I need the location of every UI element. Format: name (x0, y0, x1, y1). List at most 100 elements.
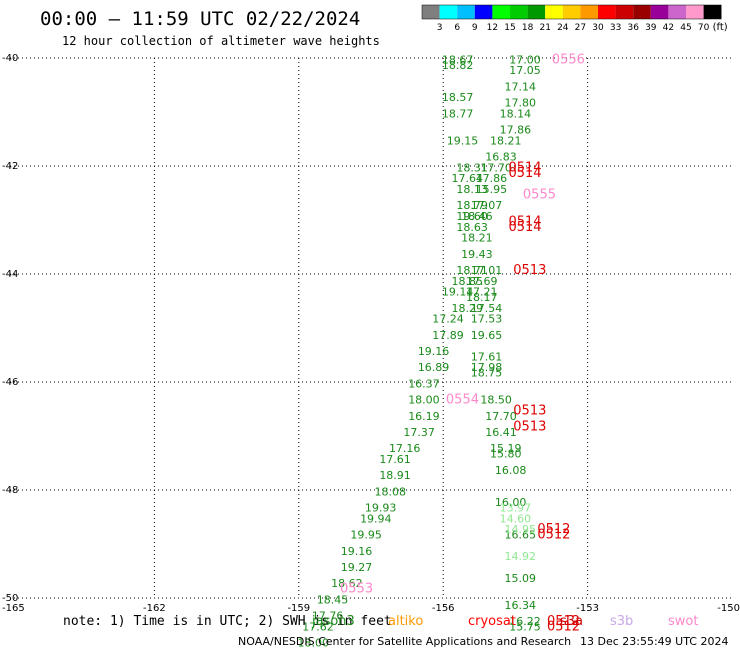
swh-label: 18.46 (461, 210, 493, 223)
time-label: 0554 (446, 393, 479, 408)
swh-label: 17.70 (485, 410, 517, 423)
swh-label: 18.21 (490, 134, 522, 147)
swh-label: 18.77 (442, 107, 474, 120)
swh-label: 17.24 (432, 313, 464, 326)
swh-label: 18.63 (456, 221, 488, 234)
swh-label: 17.98 (471, 361, 503, 374)
swh-label: 18.08 (375, 485, 407, 498)
satellite-legend-item: altiko (388, 614, 423, 629)
time-label: 0513 (513, 263, 546, 278)
time-label: 0555 (523, 187, 556, 202)
x-tick-label: -165 (2, 603, 25, 614)
footnote: note: 1) Time is in UTC; 2) SWH is in fe… (63, 614, 392, 629)
swh-label: 18.21 (461, 232, 493, 245)
swh-label: 18.45 (317, 593, 349, 606)
swh-label: 18.85 (452, 275, 484, 288)
y-tick-label: -40 (2, 53, 18, 64)
swh-label: 17.89 (432, 329, 464, 342)
swh-label: 17.62 (302, 620, 334, 633)
chart-subtitle: 12 hour collection of altimeter wave hei… (62, 34, 380, 48)
swh-label: 14.92 (504, 550, 536, 563)
colorbar-tick-label: 30 (592, 23, 604, 33)
swh-label: 18.82 (442, 59, 474, 72)
x-tick-label: -162 (143, 603, 166, 614)
swh-label: 19.95 (350, 529, 382, 542)
swh-label: 18.00 (408, 394, 440, 407)
swh-label: 19.16 (418, 345, 450, 358)
swh-label: 16.08 (495, 464, 527, 477)
colorbar-legend: 3 6 9 12 15 18 21 24 27 30 33 36 39 42 45 70 (421, 4, 722, 33)
x-tick-label: -150 (717, 603, 740, 614)
swh-label: 19.16 (341, 545, 373, 558)
swh-label: 18.00 (297, 637, 329, 650)
swh-label: 17.80 (504, 97, 536, 110)
time-label: 0513 (513, 420, 546, 435)
swh-label: 17.61 (471, 350, 503, 363)
time-label: 0514 (508, 160, 541, 175)
colorbar-tick-label: 9 (472, 23, 478, 33)
swh-label: 19.60 (456, 210, 488, 223)
colorbar-swatch (580, 5, 598, 19)
swh-label: 18.31 (456, 161, 488, 174)
swh-label: 18.14 (500, 107, 532, 120)
plot-grid (10, 57, 732, 599)
swh-label: 19.27 (341, 561, 373, 574)
time-label: 0513 (513, 403, 546, 418)
swh-label: 14.95 (504, 523, 536, 536)
colorbar-frame (421, 4, 722, 20)
swh-label: 19.15 (447, 134, 479, 147)
colorbar-swatch (439, 5, 458, 19)
colorbar-swatch (615, 5, 634, 19)
colorbar-swatch (633, 5, 651, 19)
swh-label: 16.65 (504, 529, 536, 542)
satellite-legend-item: cryosat (468, 614, 516, 629)
swh-label: 17.01 (471, 264, 503, 277)
swh-label: 17.05 (509, 64, 541, 77)
satellite-legend: jason3 altiko cryosat s3a s3b swot (311, 614, 698, 629)
swh-label: 18.50 (480, 394, 512, 407)
swh-label: 19.93 (365, 502, 397, 515)
swh-label: 17.69 (466, 275, 498, 288)
colorbar-tick-label: 21 (539, 23, 550, 33)
satellite-legend-item: s3b (610, 614, 633, 629)
colorbar-tick-label: 33 (610, 23, 621, 33)
colorbar-swatch (545, 5, 563, 19)
colorbar-tick-label: 18 (522, 23, 534, 33)
y-tick-label: -44 (2, 269, 18, 280)
time-label: 0512 (547, 619, 580, 634)
swh-label: 18.62 (331, 577, 363, 590)
colorbar-swatch (668, 5, 686, 19)
swh-label: 15.80 (490, 448, 522, 461)
swh-label: 15.75 (509, 620, 541, 633)
time-label: 0512 (537, 528, 570, 543)
satellite-legend-item: swot (668, 614, 698, 629)
x-tick-label: -153 (576, 603, 599, 614)
colorbar-swatch (510, 5, 528, 19)
colorbar-unit-label: (ft) (713, 22, 728, 33)
swh-label: 16.34 (504, 599, 536, 612)
swh-label: 17.07 (471, 199, 503, 212)
swh-label: 19.14 (442, 286, 474, 299)
swh-label: 17.64 (452, 172, 484, 185)
time-label: 0512 (537, 522, 570, 537)
swh-label: 16.83 (485, 151, 517, 164)
time-label: 0512 (547, 614, 580, 629)
colorbar-tick-label: 6 (454, 23, 460, 33)
swh-label: 15.19 (490, 442, 522, 455)
swh-label: 18.71 (456, 264, 488, 277)
x-tick-label: -156 (432, 603, 455, 614)
swh-label: 19.65 (471, 329, 503, 342)
colorbar-swatch (598, 5, 616, 19)
swh-label: 17.14 (504, 80, 536, 93)
swh-label: 18.91 (379, 469, 411, 482)
colorbar-tick-label: 70 (698, 23, 710, 33)
colorbar-swatch (703, 5, 722, 19)
swh-label: 18.29 (452, 302, 484, 315)
colorbar-tick-label: 15 (504, 23, 515, 33)
time-label: 0556 (552, 52, 585, 67)
swh-label: 15.09 (504, 572, 536, 585)
satellite-legend-item: jason3 (311, 614, 355, 629)
swh-label: 17.54 (471, 302, 503, 315)
swh-label: 17.37 (403, 426, 435, 439)
